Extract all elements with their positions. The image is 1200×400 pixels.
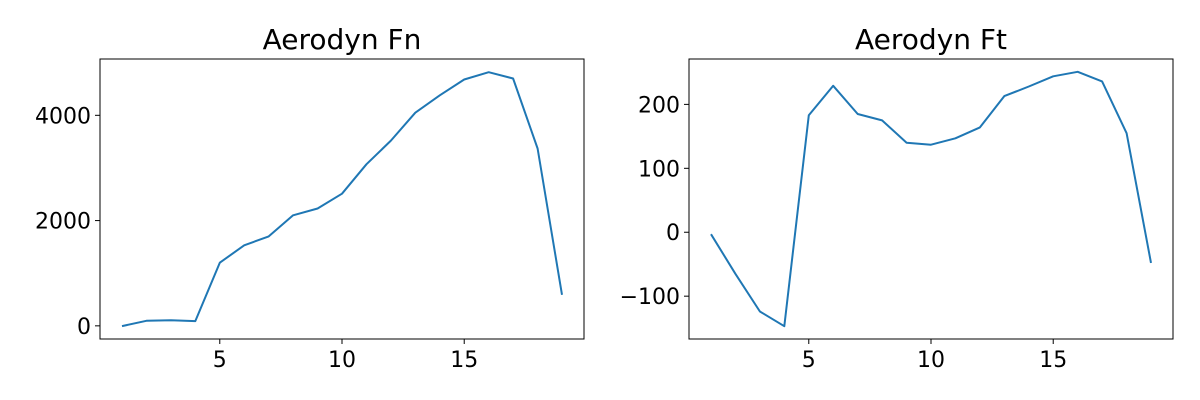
y-tick-label: −100 bbox=[620, 285, 680, 310]
axes-frame bbox=[99, 58, 585, 340]
x-tick-label: 10 bbox=[917, 348, 945, 373]
subplot-aerodyn-fn: Aerodyn Fn 5 10 15 0 2000 4000 bbox=[35, 23, 585, 373]
x-tick-label: 5 bbox=[213, 348, 227, 373]
y-tick-label: 0 bbox=[77, 315, 91, 340]
series-line bbox=[710, 70, 1152, 328]
y-tick-label: 4000 bbox=[35, 104, 91, 129]
chart-marks: 5 10 15 0 2000 4000 bbox=[35, 71, 563, 373]
y-tick-label: 0 bbox=[666, 221, 680, 246]
y-tick-label: 2000 bbox=[35, 210, 91, 235]
chart-title: Aerodyn Ft bbox=[855, 23, 1007, 56]
chart-marks: 5 10 15 −100 0 100 200 bbox=[620, 70, 1152, 373]
series-line bbox=[121, 71, 563, 328]
x-tick-label: 15 bbox=[1039, 348, 1067, 373]
axes-frame bbox=[688, 58, 1174, 340]
x-tick-label: 10 bbox=[328, 348, 356, 373]
y-tick-label: 100 bbox=[638, 157, 680, 182]
x-tick-label: 15 bbox=[450, 348, 478, 373]
chart-title: Aerodyn Fn bbox=[263, 23, 422, 56]
subplot-aerodyn-ft: Aerodyn Ft 5 10 15 −100 0 100 200 bbox=[620, 23, 1174, 373]
x-tick-label: 5 bbox=[802, 348, 816, 373]
y-tick-label: 200 bbox=[638, 93, 680, 118]
